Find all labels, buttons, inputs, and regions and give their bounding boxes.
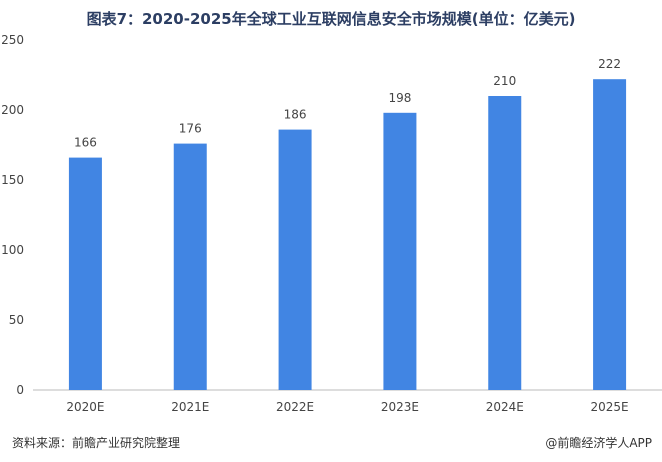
bars: 166 176 186 198 210 222	[68, 57, 627, 391]
bar-2020E	[68, 157, 102, 390]
chart-title: 图表7：2020-2025年全球工业互联网信息安全市场规模(单位：亿美元)	[86, 10, 576, 28]
bar-chart: 0 50 100 150 200 250 166 176 186 198 210 222 2020E…	[1, 33, 662, 414]
x-tick-label: 2022E	[276, 400, 314, 414]
data-label: 198	[388, 91, 411, 105]
y-tick-label: 100	[1, 243, 24, 257]
data-label: 186	[284, 108, 307, 122]
x-tick-labels: 2020E 2021E 2022E 2023E 2024E 2025E	[66, 400, 628, 414]
data-label: 210	[493, 74, 516, 88]
data-label: 222	[598, 57, 621, 71]
x-tick-label: 2021E	[171, 400, 209, 414]
bar-2022E	[278, 129, 312, 390]
y-tick-label: 50	[9, 313, 24, 327]
x-tick-label: 2025E	[591, 400, 629, 414]
bar-2025E	[593, 79, 627, 390]
source-note: 资料来源：前瞻产业研究院整理	[12, 436, 181, 450]
y-tick-label: 150	[1, 173, 24, 187]
data-label: 176	[179, 122, 202, 136]
bar-2024E	[488, 96, 522, 390]
x-tick-label: 2023E	[381, 400, 419, 414]
data-label: 166	[74, 136, 97, 150]
x-tick-label: 2020E	[66, 400, 104, 414]
y-tick-label: 0	[16, 383, 24, 397]
bar-2023E	[383, 112, 417, 391]
brand-note: @前瞻经济学人APP	[545, 436, 652, 450]
x-tick-label: 2024E	[486, 400, 524, 414]
y-tick-label: 200	[1, 103, 24, 117]
y-tick-label: 250	[1, 33, 24, 47]
y-tick-labels: 0 50 100 150 200 250	[1, 33, 24, 397]
bar-2021E	[173, 143, 207, 390]
